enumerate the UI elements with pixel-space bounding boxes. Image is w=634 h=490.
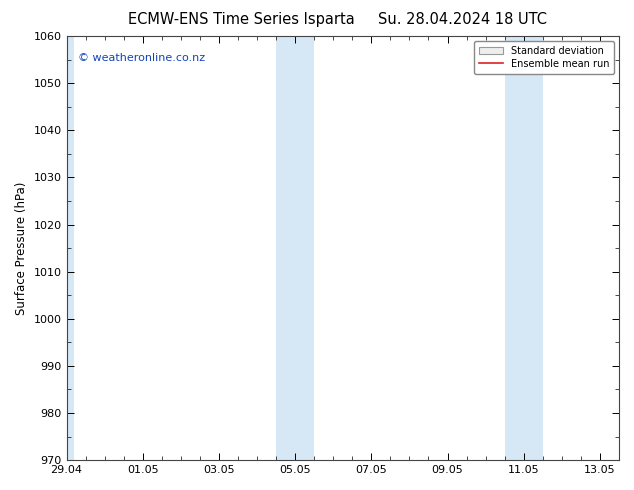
Bar xyxy=(505,36,543,460)
Bar xyxy=(276,36,314,460)
Bar xyxy=(67,36,74,460)
Text: © weatheronline.co.nz: © weatheronline.co.nz xyxy=(77,53,205,63)
Legend: Standard deviation, Ensemble mean run: Standard deviation, Ensemble mean run xyxy=(474,41,614,74)
Text: ECMW-ENS Time Series Isparta: ECMW-ENS Time Series Isparta xyxy=(127,12,354,27)
Text: Su. 28.04.2024 18 UTC: Su. 28.04.2024 18 UTC xyxy=(378,12,547,27)
Y-axis label: Surface Pressure (hPa): Surface Pressure (hPa) xyxy=(15,181,28,315)
